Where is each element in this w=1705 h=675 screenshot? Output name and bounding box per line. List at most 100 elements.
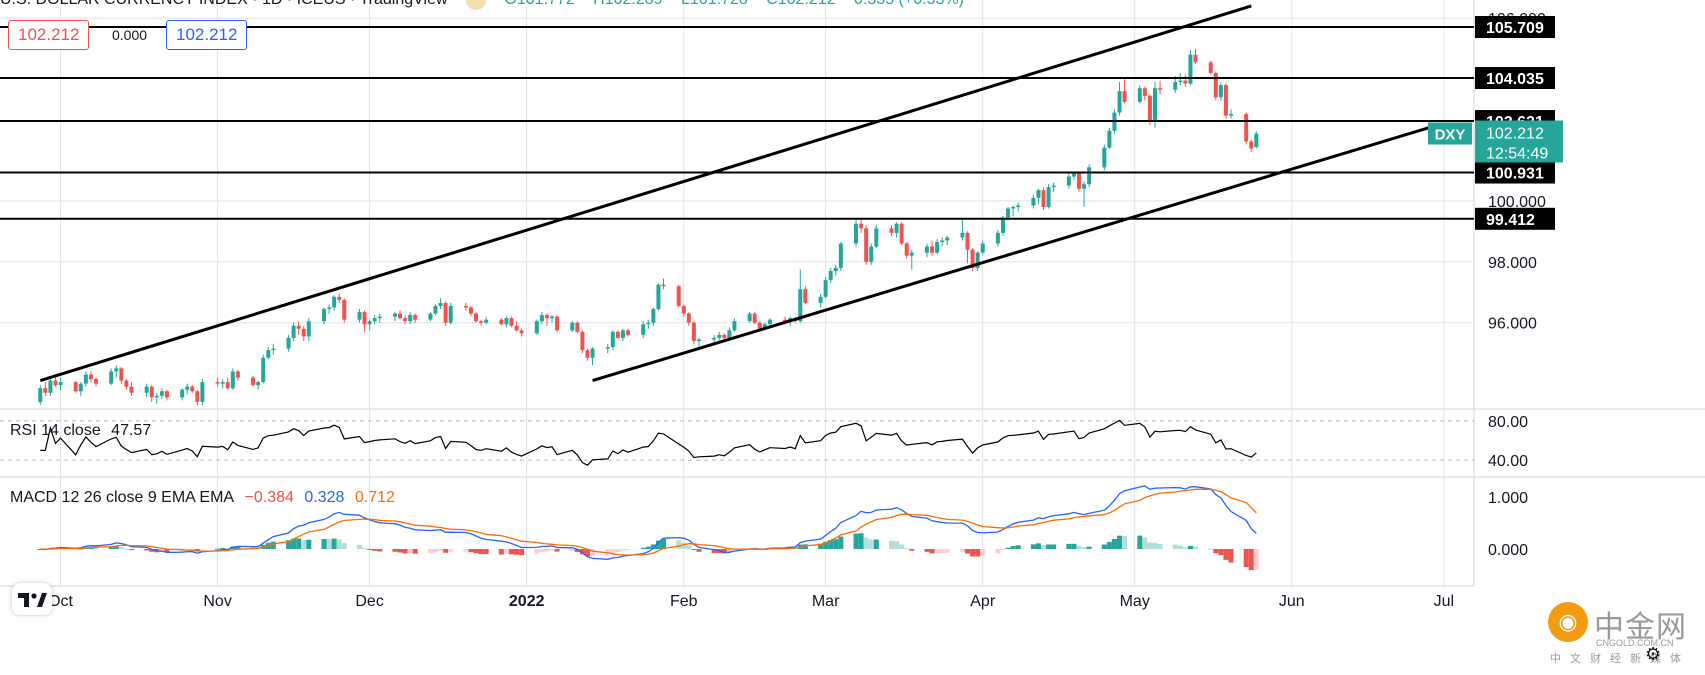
macd-hist-bar <box>199 549 205 550</box>
symbol-title[interactable]: U.S. DOLLAR CURRENCY INDEX · 1D · ICEUS … <box>0 0 448 8</box>
candle <box>215 377 220 387</box>
candle <box>960 219 965 241</box>
candle-body <box>200 382 205 402</box>
macd-hist-bar <box>909 549 915 551</box>
macd-hist-bar <box>1228 549 1234 563</box>
candle-body <box>965 232 970 250</box>
candle-body <box>544 315 549 319</box>
candles-layer <box>38 48 1259 405</box>
macd-hist-bar <box>362 547 368 549</box>
macd-hist-bar <box>924 549 930 552</box>
macd-hist-bar <box>574 549 580 552</box>
candle <box>48 377 53 396</box>
candle-body <box>109 371 114 384</box>
macd-hist-bar <box>1051 544 1057 549</box>
candle-body <box>408 315 413 322</box>
macd-signal-line <box>40 488 1257 556</box>
candle-body <box>271 348 276 351</box>
macd-hist-bar <box>899 544 905 549</box>
watermark-logo-icon: ◉ <box>1548 602 1588 642</box>
macd-hist-bar <box>640 547 646 549</box>
ohlc-high: H102.289 <box>593 0 662 8</box>
macd-hist-bar <box>980 549 986 556</box>
candle <box>129 382 134 396</box>
candle <box>509 316 514 328</box>
candle <box>1193 48 1198 64</box>
macd-hist-bar <box>93 547 99 549</box>
candle-body <box>1228 114 1233 116</box>
macd-tick-label: 1.000 <box>1488 490 1528 507</box>
candle-body <box>1000 217 1005 233</box>
grid-layer <box>0 0 1705 587</box>
level-price-tag <box>1475 161 1555 184</box>
candle <box>180 388 185 401</box>
candle-body <box>767 319 772 325</box>
macd-hist-bar <box>478 549 484 555</box>
candle <box>1183 74 1188 87</box>
candle-body <box>144 386 149 393</box>
candle-body <box>534 321 539 334</box>
macd-hist-bar <box>306 539 312 549</box>
macd-hist-bar <box>660 538 666 549</box>
candle-body <box>575 322 580 332</box>
macd-hist-bar <box>1111 538 1117 549</box>
macd-hist-bar <box>1177 545 1183 549</box>
candle-body <box>1244 114 1249 142</box>
macd-hist-bar <box>235 546 241 549</box>
candle-body <box>1051 185 1056 188</box>
level-price-tag <box>1475 16 1555 39</box>
macd-legend[interactable]: MACD 12 26 close 9 EMA EMA −0.384 0.328 … <box>10 489 401 507</box>
candle-body <box>256 382 261 386</box>
macd-hist-bar <box>569 549 575 552</box>
candle-body <box>783 319 788 322</box>
gear-icon[interactable]: ⚙ <box>1645 644 1662 664</box>
candle <box>752 312 757 325</box>
macd-hist-bar <box>939 549 945 554</box>
macd-hist-bar <box>1030 544 1036 549</box>
macd-hist-bar <box>468 549 474 553</box>
candle <box>413 313 418 323</box>
rsi-label: RSI 14 close <box>10 422 101 439</box>
candle-body <box>980 243 985 253</box>
candle <box>159 388 164 399</box>
candle <box>484 316 489 325</box>
sell-button[interactable]: 102.212 <box>8 20 90 50</box>
macd-hist-bar <box>676 540 682 549</box>
candle <box>833 264 838 276</box>
buy-button[interactable]: 102.212 <box>166 20 248 50</box>
candle-body <box>479 321 484 323</box>
candle-body <box>322 309 327 322</box>
candle <box>377 313 382 323</box>
candle <box>747 312 752 323</box>
candle-body <box>1016 205 1021 207</box>
candle-body <box>53 380 58 386</box>
candle-body <box>1036 190 1041 198</box>
candle-body <box>641 324 646 335</box>
candle-body <box>930 246 935 253</box>
macd-hist-bar <box>519 549 525 556</box>
candle-body <box>722 334 727 338</box>
macd-hist-bar <box>1223 549 1229 560</box>
candle-body <box>747 313 752 322</box>
candle <box>200 379 205 405</box>
candle <box>261 354 266 384</box>
candle-body <box>681 305 686 314</box>
candle-body <box>190 386 195 392</box>
candle-body <box>1046 187 1051 207</box>
trendline <box>592 126 1430 383</box>
rsi-legend[interactable]: RSI 14 close 47.57 <box>10 422 157 440</box>
macd-hist-bar <box>625 549 631 550</box>
candle-body <box>433 305 438 314</box>
candle-body <box>362 312 367 325</box>
macd-hist-bar <box>427 549 433 554</box>
macd-hist-bar <box>1172 544 1178 549</box>
macd-hist-bar <box>473 549 479 554</box>
site-watermark: ◉ 中金网 CNGOLD.COM.CN 中文财经新媒体 <box>1548 600 1698 666</box>
tradingview-logo[interactable] <box>12 583 52 615</box>
macd-hist-bar <box>590 549 596 557</box>
candle-body <box>428 313 433 320</box>
candle <box>1158 80 1163 95</box>
candle <box>691 321 696 345</box>
